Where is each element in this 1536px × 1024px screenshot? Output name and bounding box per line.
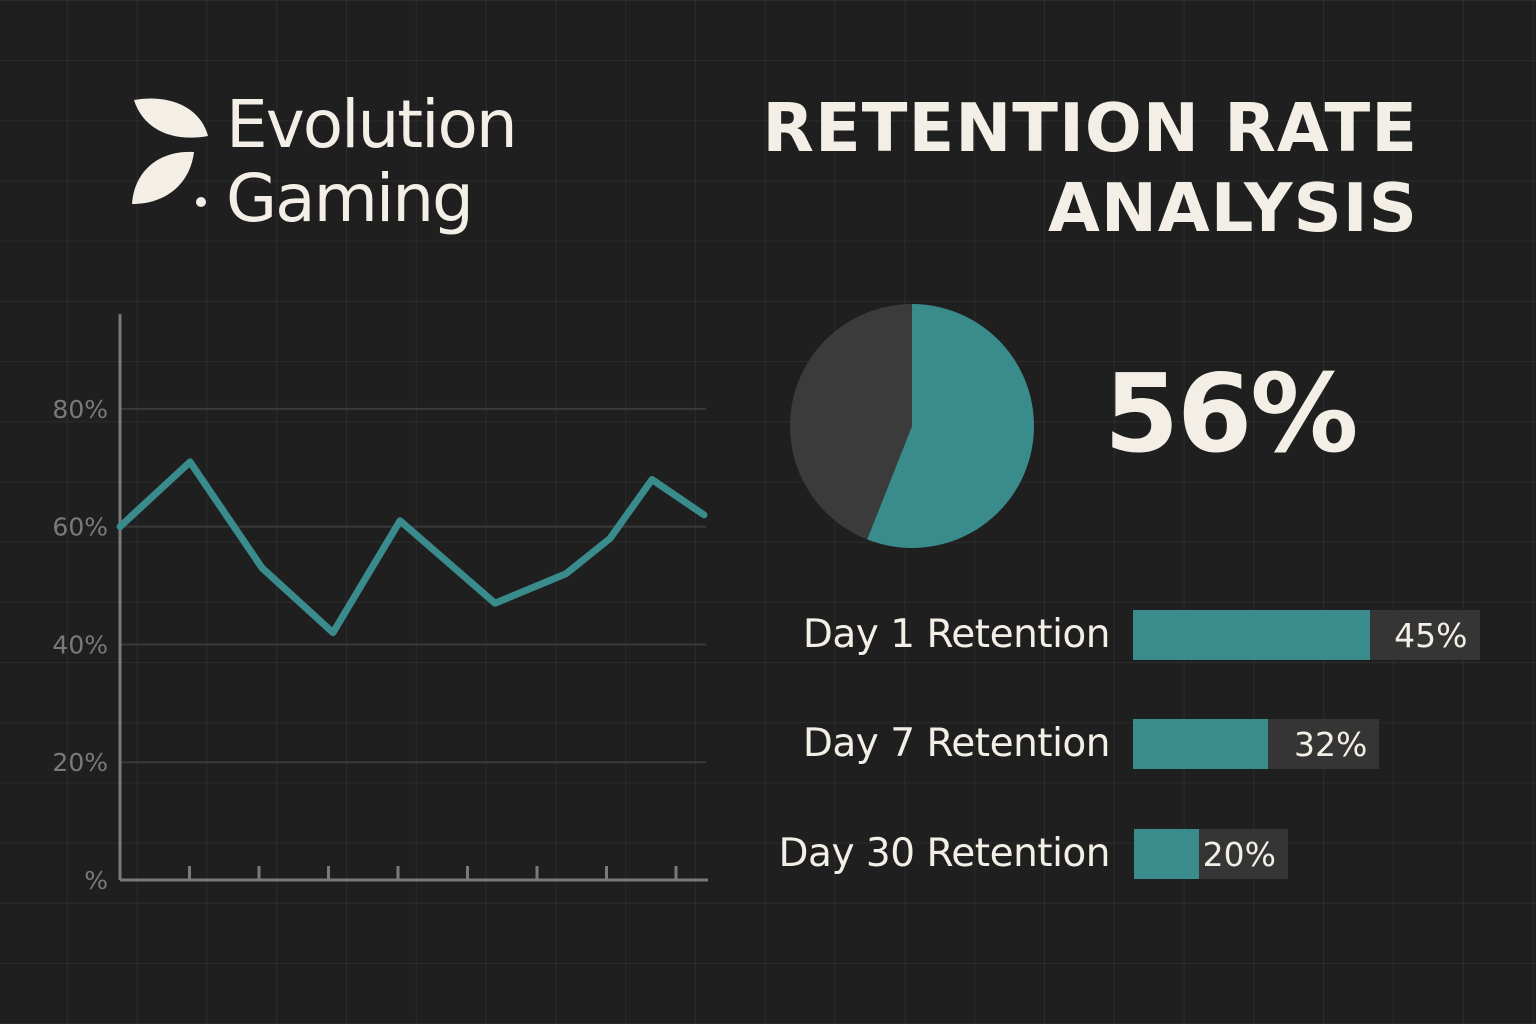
overall-retention-value: 56% xyxy=(1104,352,1359,477)
bar-fill xyxy=(1134,829,1199,879)
bar-value-label: 45% xyxy=(1394,616,1468,655)
y-tick-label: % xyxy=(84,866,108,895)
y-tick-label: 40% xyxy=(52,630,108,659)
bar-category-label: Day 7 Retention xyxy=(802,721,1111,766)
series-line xyxy=(116,458,708,637)
y-tick-label: 60% xyxy=(52,513,108,542)
pie-slice-retained xyxy=(867,304,1034,548)
brand-name-line2: Gaming xyxy=(226,160,474,237)
bar-track: 32% xyxy=(1133,719,1380,769)
brand-name-line1: Evolution xyxy=(226,86,518,163)
pie-slice-remainder xyxy=(790,304,912,540)
line-chart: % 20% 40% 60% 80% xyxy=(52,314,708,895)
title-line2: ANALYSIS xyxy=(1048,169,1418,247)
leaf-logo-icon xyxy=(132,98,208,207)
bar-track: 20% xyxy=(1134,829,1288,879)
page-title: RETENTION RATE ANALYSIS xyxy=(762,88,1418,248)
bar-category-label: Day 30 Retention xyxy=(778,831,1111,876)
brand-name: Evolution Gaming xyxy=(226,86,518,237)
brand: Evolution Gaming xyxy=(128,88,588,248)
bar-track: 45% xyxy=(1133,610,1480,660)
pie-chart xyxy=(790,304,1034,548)
bar-fill xyxy=(1133,610,1370,660)
bar-fill xyxy=(1133,719,1268,769)
y-tick-label: 80% xyxy=(52,395,108,424)
bar-category-label: Day 1 Retention xyxy=(802,612,1111,657)
bar-value-label: 32% xyxy=(1294,725,1368,764)
bar-value-label: 20% xyxy=(1202,835,1276,874)
title-line1: RETENTION RATE xyxy=(762,89,1418,167)
y-tick-label: 20% xyxy=(52,748,108,777)
